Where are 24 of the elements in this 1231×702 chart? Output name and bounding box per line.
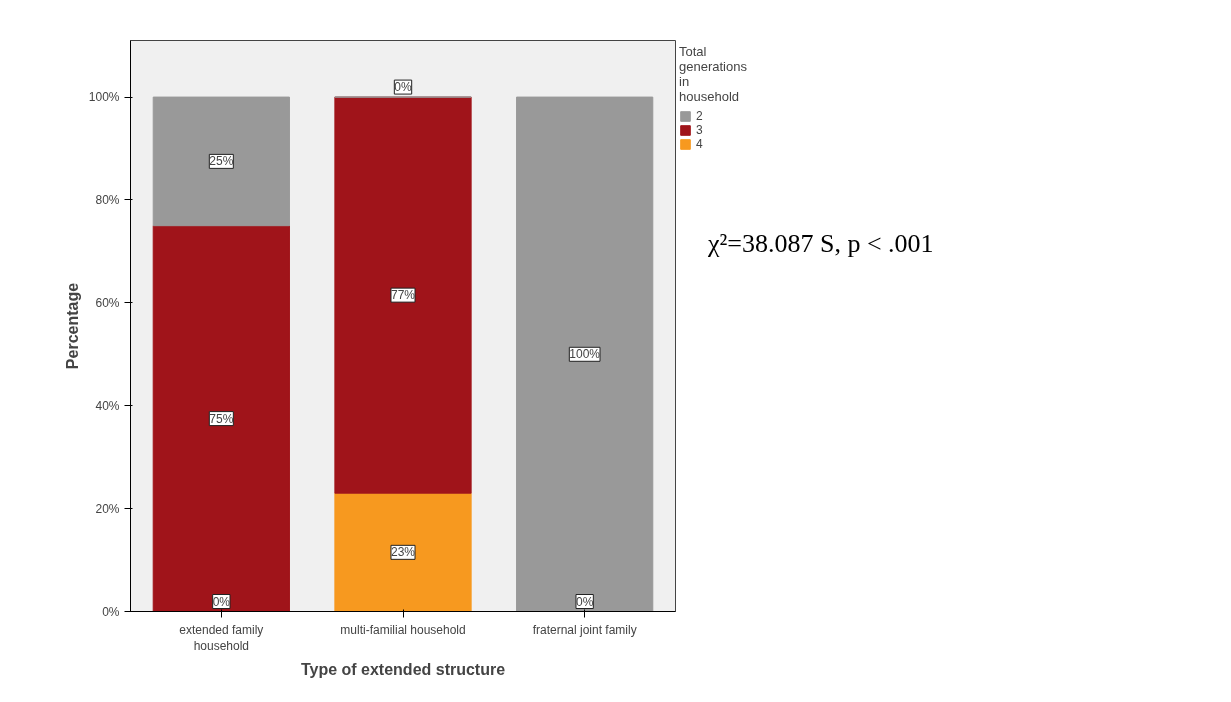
bar (334, 492, 472, 612)
bar (334, 96, 472, 494)
x-axis-title: Type of extended structure (300, 661, 506, 679)
data-label: 75% (209, 411, 234, 426)
x-tick-label: fraternal joint family (532, 622, 637, 637)
y-axis-title: Percentage (63, 282, 81, 370)
y-tick-label: 100% (88, 90, 120, 105)
y-tick-label: 80% (95, 192, 120, 207)
y-tick-label: 20% (95, 501, 120, 516)
legend-label: 4 (696, 137, 704, 151)
y-tick-label: 40% (95, 398, 120, 413)
legend-label: 2 (696, 109, 704, 123)
y-tick-label: 0% (102, 604, 120, 619)
data-label: 0% (394, 80, 412, 95)
x-tick-label: extended family household (179, 622, 264, 654)
bar (152, 225, 290, 612)
legend-title: Total generations in household (679, 44, 747, 104)
x-tick-label: multi-familial household (340, 622, 466, 637)
legend-label: 3 (696, 123, 704, 137)
data-label: 25% (209, 154, 234, 169)
y-tick-label: 60% (95, 295, 120, 310)
text: χ²=38.087 S, p < .001 (708, 228, 934, 260)
bar (152, 96, 290, 227)
bar (516, 96, 654, 612)
